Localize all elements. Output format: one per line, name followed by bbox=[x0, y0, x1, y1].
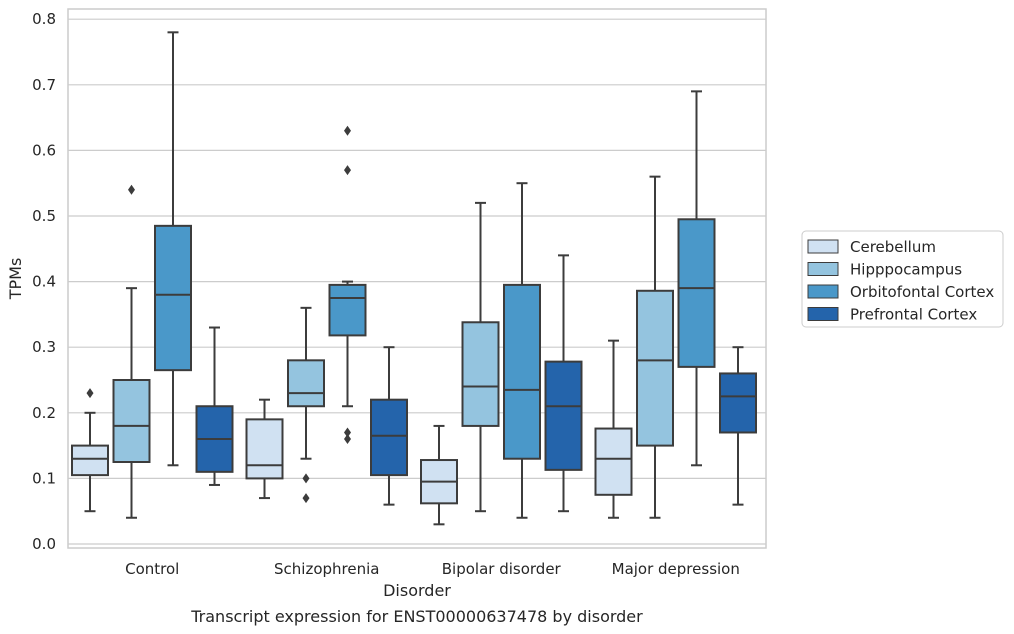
x-tick-label: Control bbox=[125, 560, 179, 578]
box bbox=[71, 444, 109, 477]
y-tick-label: 0.3 bbox=[32, 338, 56, 356]
outlier-point bbox=[344, 125, 351, 136]
outlier-point bbox=[86, 388, 94, 399]
box-group bbox=[636, 175, 674, 519]
box bbox=[112, 379, 151, 463]
box-group bbox=[420, 424, 458, 526]
box bbox=[503, 283, 541, 460]
box bbox=[461, 321, 500, 427]
box-group bbox=[112, 184, 151, 519]
x-axis-label: Disorder bbox=[383, 581, 451, 600]
outlier-point bbox=[302, 493, 310, 504]
box-group bbox=[461, 201, 500, 513]
box-group bbox=[245, 398, 284, 500]
box-group bbox=[503, 182, 541, 519]
box-group bbox=[71, 388, 109, 513]
legend-swatch bbox=[807, 262, 839, 276]
outlier-point bbox=[302, 473, 310, 484]
chart-caption: Transcript expression for ENST0000063747… bbox=[190, 607, 643, 626]
outlier-point bbox=[344, 427, 351, 438]
box bbox=[636, 289, 674, 447]
box-group bbox=[370, 346, 408, 506]
legend-label: Orbitofontal Cortex bbox=[850, 283, 994, 301]
outlier-point bbox=[128, 184, 135, 195]
box bbox=[544, 360, 583, 471]
box bbox=[287, 359, 325, 408]
outlier-point bbox=[344, 165, 351, 176]
legend-label: Prefrontal Cortex bbox=[850, 306, 977, 324]
box bbox=[328, 283, 367, 337]
y-tick-label: 0.2 bbox=[32, 404, 56, 422]
legend-label: Cerebellum bbox=[850, 238, 936, 256]
box-group bbox=[287, 306, 325, 504]
box bbox=[370, 398, 408, 477]
box-group bbox=[677, 90, 716, 467]
legend: Cerebellum Hipppocampus Orbitofontal Corte… bbox=[801, 230, 1004, 328]
y-tick-label: 0.1 bbox=[32, 469, 56, 487]
y-tick-label: 0.7 bbox=[32, 76, 56, 94]
y-tick-labels: 0.0 0.1 0.2 0.3 0.4 0.5 0.6 0.7 0.8 bbox=[32, 10, 56, 553]
y-tick-label: 0.0 bbox=[32, 535, 56, 553]
legend-frame bbox=[801, 230, 1004, 328]
box bbox=[594, 427, 633, 496]
x-tick-label: Schizophrenia bbox=[274, 560, 379, 578]
y-tick-label: 0.8 bbox=[32, 10, 56, 28]
legend-swatch bbox=[807, 239, 839, 254]
y-axis-label: TPMs bbox=[6, 258, 25, 301]
box-group bbox=[328, 125, 367, 445]
legend-swatch bbox=[807, 307, 839, 321]
x-tick-label: Major depression bbox=[612, 560, 740, 578]
box-group bbox=[719, 346, 757, 506]
box-group bbox=[594, 339, 633, 519]
box bbox=[677, 218, 716, 368]
y-tick-label: 0.5 bbox=[32, 207, 56, 225]
outlier-point bbox=[344, 434, 351, 445]
x-tick-label: Bipolar disorder bbox=[442, 560, 562, 578]
x-tick-labels: Control Schizophrenia Bipolar disorder Majo… bbox=[125, 560, 740, 578]
box-plots bbox=[71, 31, 757, 526]
y-tick-label: 0.4 bbox=[32, 273, 56, 291]
box bbox=[719, 372, 757, 434]
legend-label: Hipppocampus bbox=[850, 261, 962, 279]
box-group bbox=[544, 254, 583, 513]
box-group bbox=[195, 326, 234, 486]
box bbox=[154, 224, 192, 372]
box bbox=[245, 418, 284, 480]
legend-swatch bbox=[807, 284, 839, 299]
plot-frame bbox=[67, 8, 767, 549]
y-tick-label: 0.6 bbox=[32, 141, 56, 159]
box-group bbox=[154, 31, 192, 467]
